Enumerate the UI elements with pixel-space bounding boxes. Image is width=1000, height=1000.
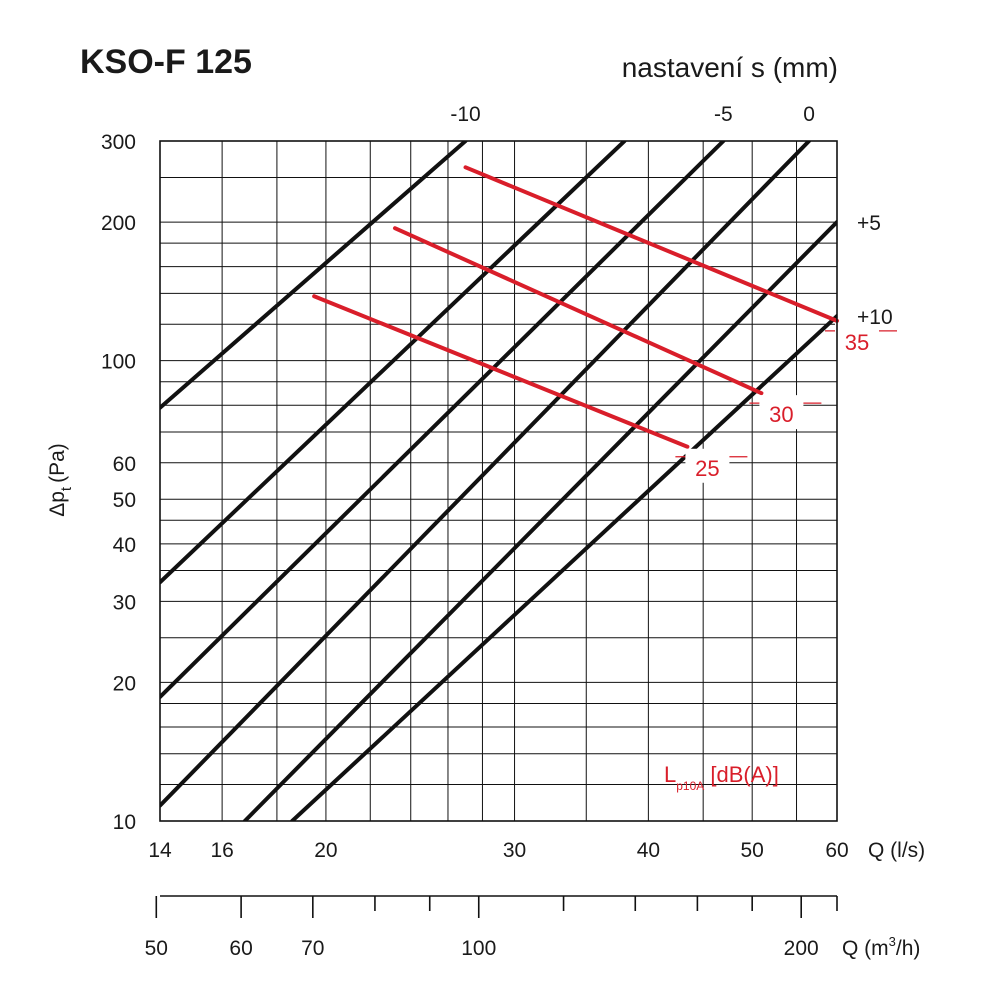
- series-label: +10: [857, 306, 893, 329]
- pressure-line: [160, 141, 627, 585]
- secondary-tick-label: 60: [229, 937, 252, 960]
- series-label: 0: [803, 103, 815, 126]
- x-tick-labels: 14 16 20 30 40 50 60: [148, 839, 848, 862]
- series-label: -10: [450, 103, 480, 126]
- x-tick-label: 40: [637, 839, 660, 862]
- noise-line: [392, 226, 764, 396]
- top-axis-label: nastavení s (mm): [622, 52, 838, 83]
- noise-legend: Lp10A [dB(A)]: [664, 762, 779, 793]
- pressure-line: [160, 141, 726, 699]
- secondary-tick-label: 200: [784, 937, 819, 960]
- y-tick-label: 100: [101, 351, 136, 374]
- pressure-line: [242, 220, 837, 821]
- x-tick-label: 16: [210, 839, 233, 862]
- noise-label: 35: [845, 330, 869, 355]
- y-tick-label: 20: [113, 672, 136, 695]
- noise-label: 25: [695, 456, 719, 481]
- y-tick-label: 40: [113, 534, 136, 557]
- x-tick-label: 50: [741, 839, 764, 862]
- secondary-axis-ticks: 50 60 70 100 200: [145, 896, 838, 960]
- plot-frame: [159, 140, 838, 822]
- y-tick-label: 300: [101, 131, 136, 154]
- noise-label-bg: [835, 322, 879, 357]
- secondary-tick-label: 100: [461, 937, 496, 960]
- noise-line: [312, 294, 690, 449]
- series-label: +5: [857, 212, 881, 235]
- chart-title: KSO-F 125: [80, 43, 252, 81]
- x-tick-label: 30: [503, 839, 526, 862]
- noise-label-bg: [759, 395, 804, 430]
- noise-lines: 35 30 25: [312, 165, 897, 483]
- pressure-lines: [160, 141, 837, 821]
- x-tick-label: 60: [825, 839, 848, 862]
- y-tick-label: 30: [113, 591, 136, 614]
- x-tick-label: 14: [148, 839, 172, 862]
- secondary-tick-label: 50: [145, 937, 168, 960]
- noise-line: [463, 165, 839, 323]
- noise-label: 30: [769, 402, 793, 427]
- y-tick-labels: 10 20 30 40 50 60 100 200 300: [101, 131, 136, 834]
- pressure-line: [160, 141, 468, 410]
- series-labels: -10 -5 0 +5 +10: [450, 103, 892, 329]
- series-label: -5: [714, 103, 733, 126]
- x-tick-label: 20: [314, 839, 337, 862]
- y-tick-label: 10: [113, 811, 136, 834]
- y-axis-label: Δpt(Pa): [46, 443, 75, 517]
- x-axis-unit: Q (l/s): [868, 839, 925, 862]
- y-tick-label: 200: [101, 212, 136, 235]
- pressure-line: [160, 141, 812, 808]
- y-tick-label: 60: [113, 453, 136, 476]
- y-tick-label: 50: [113, 489, 136, 512]
- pressure-line: [290, 314, 837, 821]
- secondary-axis-unit: Q (m3/h): [842, 934, 920, 960]
- grid: [160, 140, 838, 821]
- secondary-tick-label: 70: [301, 937, 324, 960]
- noise-label-bg: [685, 448, 730, 483]
